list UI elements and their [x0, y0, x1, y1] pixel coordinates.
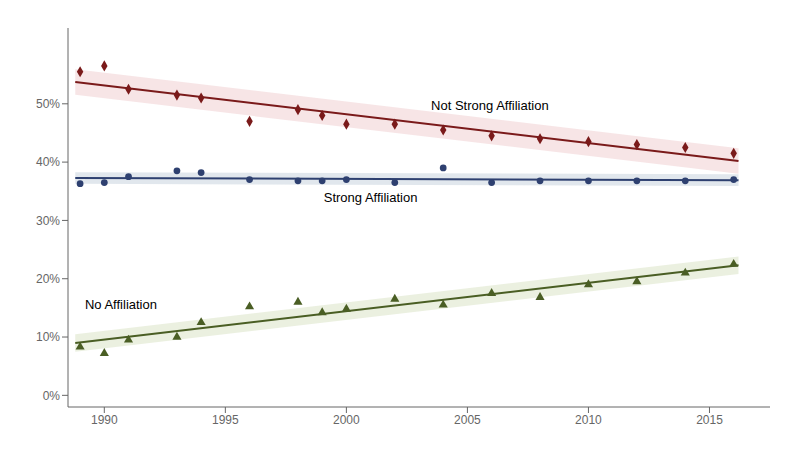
svg-text:10%: 10% — [36, 330, 60, 344]
svg-text:2010: 2010 — [575, 413, 602, 427]
svg-text:30%: 30% — [36, 214, 60, 228]
svg-text:2000: 2000 — [333, 413, 360, 427]
svg-text:1995: 1995 — [212, 413, 239, 427]
svg-text:Strong Affiliation: Strong Affiliation — [324, 190, 418, 205]
svg-text:2005: 2005 — [454, 413, 481, 427]
svg-text:Not Strong Affiliation: Not Strong Affiliation — [431, 98, 549, 113]
svg-text:20%: 20% — [36, 272, 60, 286]
svg-text:40%: 40% — [36, 155, 60, 169]
svg-text:50%: 50% — [36, 97, 60, 111]
svg-text:2015: 2015 — [696, 413, 723, 427]
svg-text:0%: 0% — [43, 389, 61, 403]
svg-text:No Affiliation: No Affiliation — [85, 297, 157, 312]
svg-text:1990: 1990 — [91, 413, 118, 427]
